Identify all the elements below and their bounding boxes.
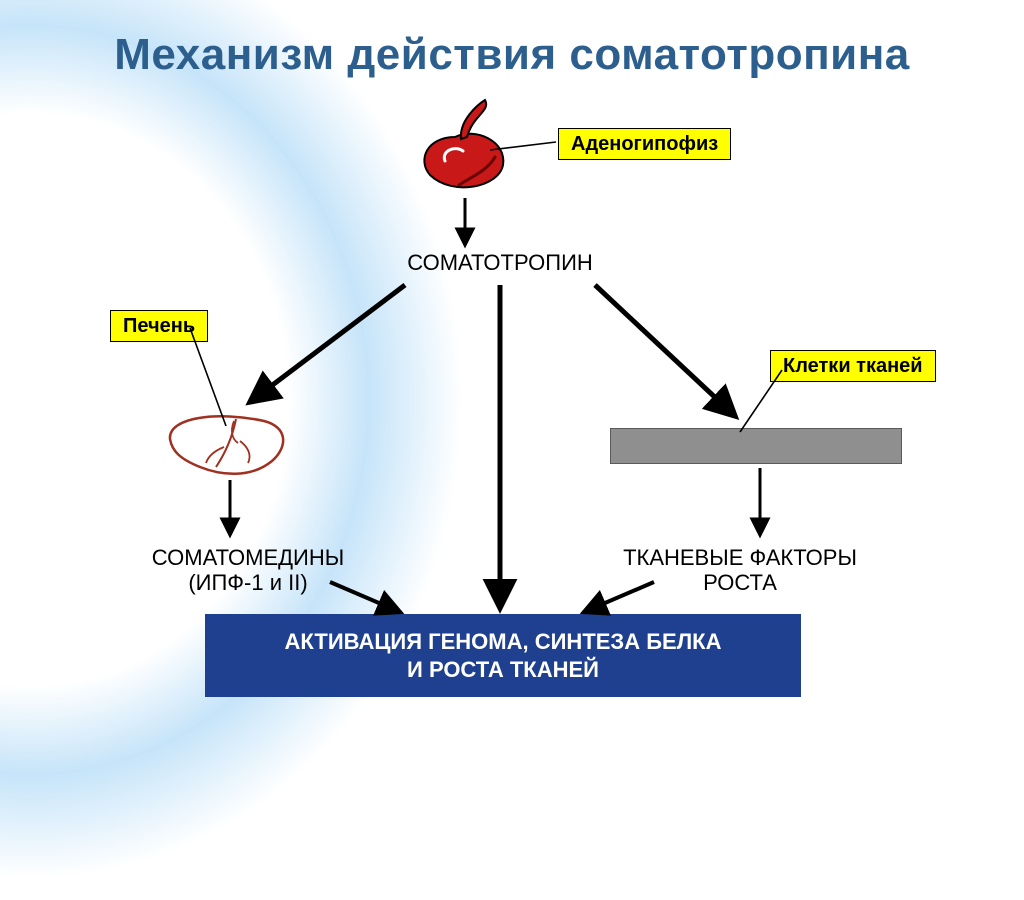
leader-lines — [190, 142, 782, 432]
node-somatotropin: СОМАТОТРОПИН — [370, 250, 630, 275]
shape-liver — [170, 416, 283, 473]
diagram-stage: Механизм действия соматотропина Аденогип… — [0, 0, 1024, 768]
shape-pituitary — [424, 100, 503, 187]
node-somatomedins: СОМАТОМЕДИНЫ (ИПФ-1 и II) — [108, 545, 388, 596]
node-tissue-factors: ТКАНЕВЫЕ ФАКТОРЫ РОСТА — [580, 545, 900, 596]
slide-title: Механизм действия соматотропина — [0, 30, 1024, 80]
label-liver: Печень — [110, 310, 208, 342]
label-adenohypophysis: Аденогипофиз — [558, 128, 731, 160]
shape-tissue-slab — [610, 428, 902, 464]
node-result: АКТИВАЦИЯ ГЕНОМА, СИНТЕЗА БЕЛКА И РОСТА … — [205, 614, 801, 697]
label-tissue-cells: Клетки тканей — [770, 350, 936, 382]
